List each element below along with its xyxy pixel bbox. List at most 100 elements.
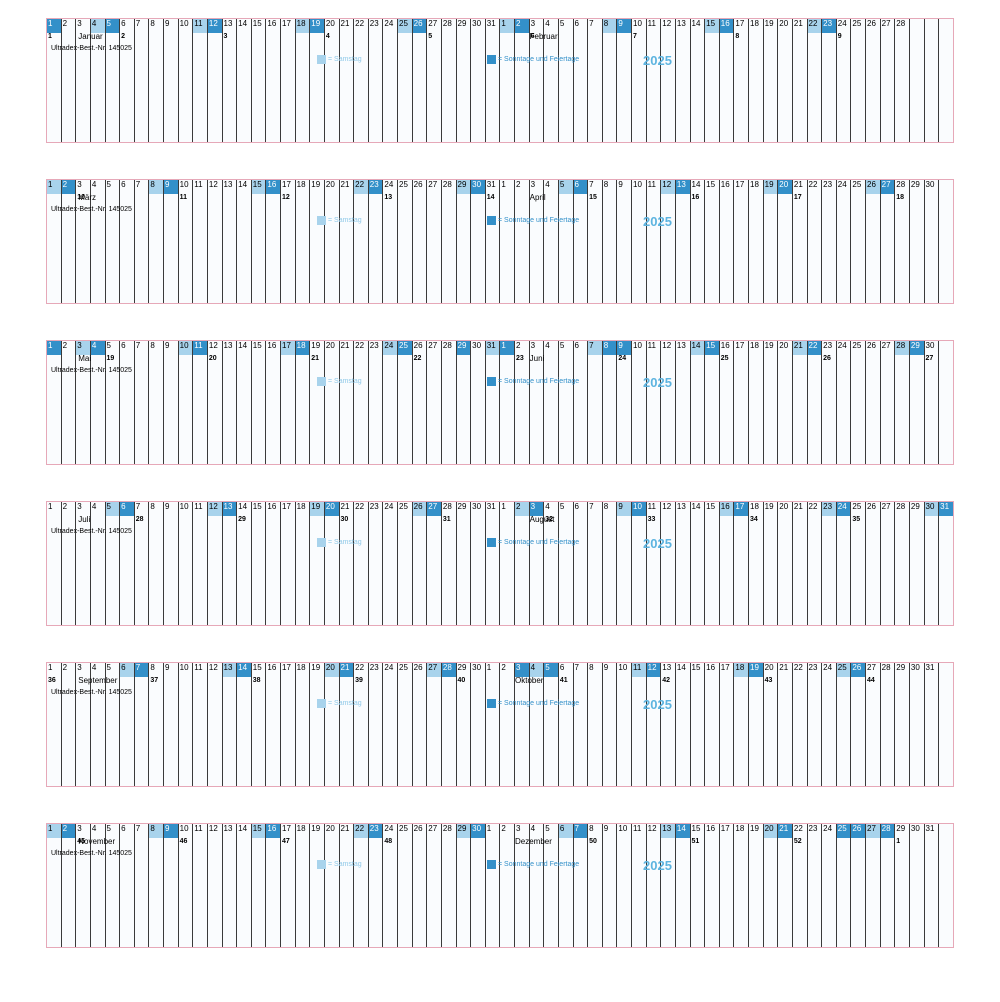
day-column: 9	[617, 19, 632, 142]
day-cell: 26	[851, 824, 865, 838]
day-cell: 1	[486, 663, 500, 677]
legend-text: = Sonntage und Feiertage	[498, 861, 579, 868]
day-column: 28	[895, 19, 910, 142]
day-cell: 4	[544, 502, 558, 516]
day-number: 15	[706, 20, 715, 28]
day-number: 4	[545, 503, 549, 511]
day-column: 8	[149, 341, 164, 464]
day-column: 13	[676, 502, 691, 625]
day-cell: 16	[266, 180, 280, 194]
day-cell: 13	[676, 341, 690, 355]
day-cell: 29	[910, 180, 924, 194]
day-number: 14	[238, 503, 247, 511]
day-column: 291	[895, 824, 910, 947]
day-number: 28	[896, 181, 905, 189]
day-cell: 24	[383, 180, 397, 194]
day-column: 28	[442, 663, 457, 786]
day-cell: 7	[135, 180, 149, 194]
legend-text: = Samstag	[328, 700, 362, 707]
day-cell: 12	[661, 341, 675, 355]
day-column: 21	[778, 663, 793, 786]
day-number: 14	[238, 664, 247, 672]
day-cell: 12	[661, 180, 675, 194]
day-cell: 1	[500, 180, 514, 194]
day-cell: 21	[778, 663, 792, 677]
week-number: 3	[224, 33, 228, 40]
day-column: 275	[427, 19, 442, 142]
day-cell: 16	[720, 19, 734, 33]
calendar-strip: 123Mai4519678910111220131415161718192120…	[46, 340, 954, 465]
day-cell: 22	[808, 502, 822, 516]
day-column: 23	[822, 19, 837, 142]
day-number: 28	[443, 503, 452, 511]
day-column: 19	[764, 180, 779, 303]
day-number: 23	[370, 181, 379, 189]
day-cell: 25	[398, 19, 412, 33]
day-column: 16	[266, 341, 281, 464]
day-number: 6	[560, 664, 564, 672]
day-column: 1046	[179, 824, 194, 947]
day-column: 1	[500, 19, 515, 142]
day-cell: 27	[427, 180, 441, 194]
legend-sonntag: = Sonntage und Feiertage	[487, 538, 579, 547]
day-column: 10	[632, 180, 647, 303]
day-column: 31	[486, 341, 501, 464]
day-number: 14	[677, 825, 686, 833]
day-grid: 13623September45678379101112131415381617…	[47, 663, 953, 786]
day-number: 21	[794, 20, 803, 28]
day-column: 27	[427, 824, 442, 947]
day-cell: 10	[179, 341, 193, 355]
day-column: 2252	[793, 824, 808, 947]
day-column: 10	[632, 502, 647, 625]
day-column: 26	[413, 502, 428, 625]
day-number: 26	[867, 342, 876, 350]
day-column: 2831	[442, 502, 457, 625]
day-number: 4	[545, 20, 549, 28]
day-number: 16	[267, 503, 276, 511]
day-cell: 5	[106, 341, 120, 355]
day-number: 20	[326, 20, 335, 28]
day-number: 9	[604, 664, 608, 672]
day-cell: 28	[442, 341, 456, 355]
day-cell: 17	[281, 180, 295, 194]
day-column: 10	[179, 19, 194, 142]
day-column: 12	[647, 663, 662, 786]
day-number: 3	[77, 664, 81, 672]
legend-text: = Samstag	[328, 861, 362, 868]
day-column: 728	[135, 502, 150, 625]
day-number: 1	[501, 342, 505, 350]
day-number: 29	[458, 181, 467, 189]
day-grid: 12310März4567891011111213141516171218192…	[47, 180, 953, 303]
day-number: 11	[194, 342, 202, 350]
day-column: 3Juli	[76, 502, 91, 625]
day-cell: 21	[793, 502, 807, 516]
day-number: 31	[487, 181, 496, 189]
day-number: 8	[150, 664, 154, 672]
month-label: August	[530, 516, 555, 524]
day-column: 30	[471, 341, 486, 464]
day-number: 21	[341, 20, 350, 28]
day-cell: 31	[486, 341, 500, 355]
day-cell: 12	[208, 341, 222, 355]
day-column: 17	[720, 824, 735, 947]
day-number: 16	[706, 664, 715, 672]
week-number: 33	[648, 516, 656, 523]
week-number: 1	[896, 838, 900, 845]
day-column: 22	[808, 19, 823, 142]
day-number: 2	[516, 181, 520, 189]
day-column: 15	[252, 341, 267, 464]
day-cell: 26	[851, 663, 865, 677]
day-cell: 27	[881, 502, 895, 516]
legend-text: = Sonntage und Feiertage	[498, 378, 579, 385]
day-column: 29	[457, 180, 472, 303]
day-number: 2	[63, 342, 67, 350]
day-number: 3	[516, 664, 520, 672]
day-column: 16	[705, 663, 720, 786]
day-cell: 5	[559, 502, 573, 516]
day-column: 17	[720, 663, 735, 786]
day-column: 18	[734, 663, 749, 786]
day-column: 9	[164, 341, 179, 464]
day-number: 8	[604, 181, 608, 189]
day-cell: 2	[62, 502, 76, 516]
day-cell: 6	[120, 341, 134, 355]
